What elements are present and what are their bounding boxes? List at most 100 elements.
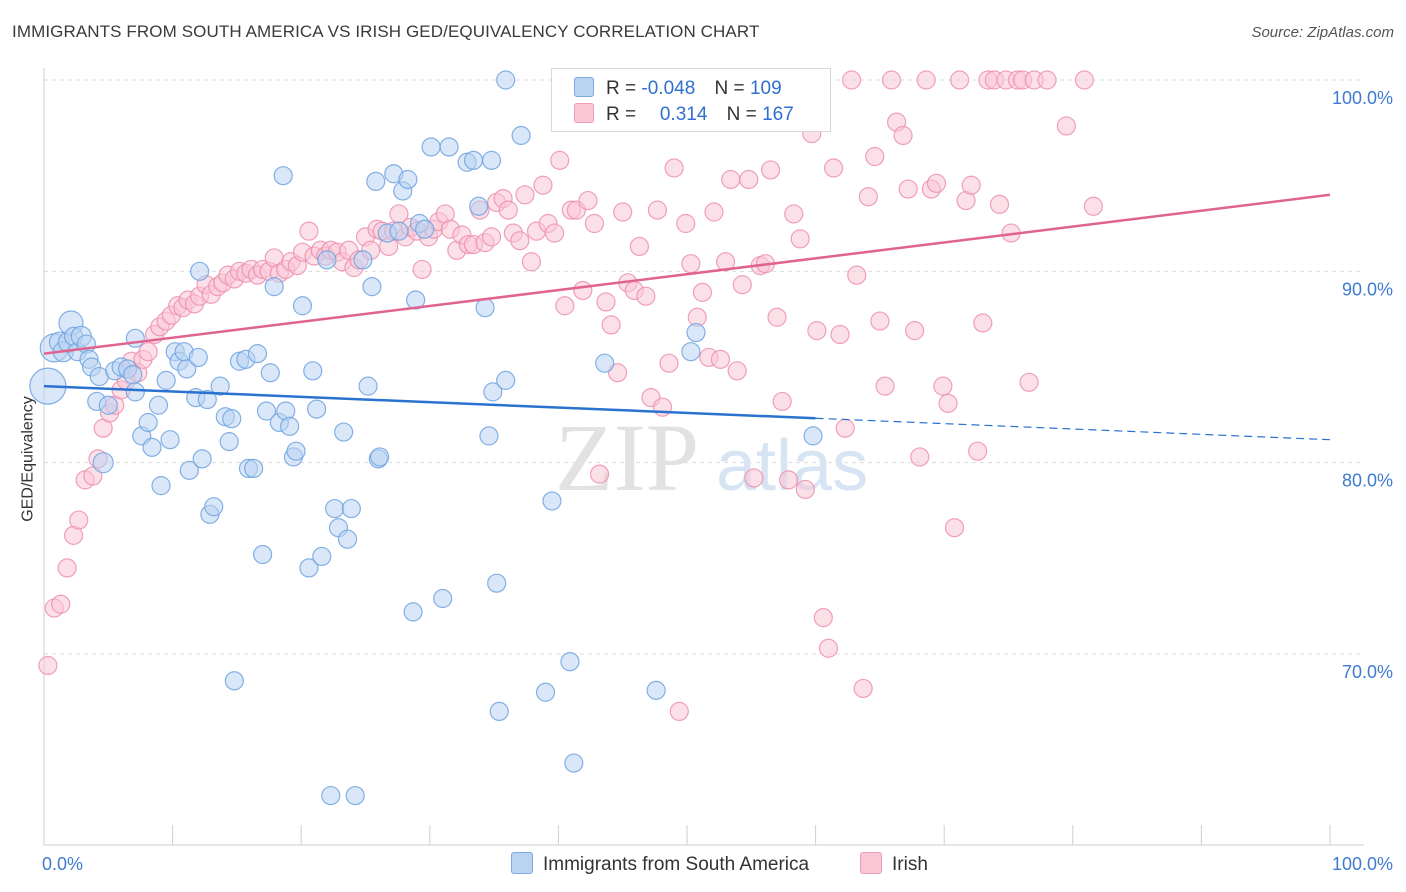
data-point xyxy=(244,458,264,479)
data-point xyxy=(550,150,570,170)
data-point xyxy=(125,382,145,402)
data-point xyxy=(253,544,273,565)
data-point xyxy=(681,254,701,274)
data-point xyxy=(439,137,459,157)
legend-swatch-south-america xyxy=(574,77,594,97)
axes xyxy=(43,68,1364,846)
data-point xyxy=(813,608,833,628)
data-point xyxy=(433,588,453,609)
data-point xyxy=(542,491,562,511)
data-point xyxy=(803,426,823,446)
data-point xyxy=(898,179,918,199)
bottom-legend-label: Irish xyxy=(892,854,928,875)
source-credit: Source: ZipAtlas.com xyxy=(1251,24,1394,41)
data-point xyxy=(727,361,747,381)
data-point xyxy=(881,70,902,90)
data-point xyxy=(303,361,323,381)
data-point xyxy=(197,389,217,410)
data-point xyxy=(496,370,516,390)
data-point xyxy=(389,221,409,241)
legend-row-south-america: R = -0.048 N = 109 xyxy=(574,77,782,101)
data-point xyxy=(573,280,593,301)
y-tick-label: 90.0% xyxy=(1342,279,1393,299)
data-point xyxy=(83,466,103,486)
data-point xyxy=(926,173,947,193)
data-point xyxy=(222,409,242,429)
bottom-legend-swatch-irish xyxy=(860,852,882,874)
data-point xyxy=(659,353,679,373)
data-point xyxy=(190,261,210,281)
data-point xyxy=(853,678,873,699)
data-point xyxy=(312,546,332,567)
tick-labels: 70.0% 80.0% 90.0% 100.0% 0.0% 100.0% xyxy=(42,88,1393,874)
legend-n-value: 109 xyxy=(749,78,782,99)
data-point xyxy=(151,476,171,496)
data-point xyxy=(192,449,212,469)
data-point xyxy=(652,397,673,417)
data-point xyxy=(362,277,382,297)
data-point xyxy=(483,382,503,402)
data-point xyxy=(704,202,724,222)
data-point xyxy=(177,359,197,379)
data-point xyxy=(692,282,713,302)
data-point xyxy=(69,510,89,530)
data-point xyxy=(905,321,925,341)
data-point xyxy=(325,498,345,519)
data-point xyxy=(496,70,516,90)
data-point xyxy=(521,252,541,272)
data-point xyxy=(1019,372,1039,392)
data-point xyxy=(795,479,815,500)
data-point xyxy=(629,236,650,257)
data-point xyxy=(870,311,890,331)
data-point xyxy=(412,259,432,280)
data-point xyxy=(469,196,489,216)
regression-lines xyxy=(43,193,1331,441)
data-point xyxy=(533,175,553,195)
stats-legend: R = -0.048 N = 109 R = 0.314 N = 167 xyxy=(551,68,831,132)
data-point xyxy=(601,315,621,335)
data-point xyxy=(334,422,354,442)
series-south-america xyxy=(29,70,823,806)
data-point xyxy=(489,701,509,722)
data-point xyxy=(1074,70,1094,90)
data-point xyxy=(358,376,378,396)
data-point xyxy=(858,187,878,207)
data-point xyxy=(481,227,502,247)
y-tick-label: 80.0% xyxy=(1342,471,1393,491)
data-point xyxy=(286,441,306,461)
data-point xyxy=(910,447,930,467)
bottom-legend-swatch-south-america xyxy=(511,852,533,874)
data-point xyxy=(732,275,752,295)
data-point xyxy=(123,365,143,385)
data-point xyxy=(138,342,158,362)
legend-r-label: R = xyxy=(606,78,637,99)
data-point xyxy=(535,682,556,702)
legend-n-label: N = xyxy=(714,78,745,99)
bottom-legend-label: Immigrants from South America xyxy=(543,854,810,875)
data-point xyxy=(481,150,502,170)
data-point xyxy=(142,437,162,457)
series-irish xyxy=(38,70,1103,722)
data-point xyxy=(721,169,741,190)
y-tick-label: 100.0% xyxy=(1332,88,1393,108)
data-point xyxy=(125,328,145,348)
data-point xyxy=(156,370,176,390)
data-point xyxy=(760,160,781,180)
data-point xyxy=(944,518,965,538)
data-point xyxy=(595,353,615,373)
data-point xyxy=(273,166,293,186)
bottom-legend-irish: Irish xyxy=(860,852,928,876)
legend-r-value: 0.314 xyxy=(659,104,708,125)
data-point xyxy=(555,296,575,316)
data-point xyxy=(415,219,435,239)
data-point xyxy=(98,395,118,415)
data-point xyxy=(515,185,535,205)
regression-line-irish xyxy=(43,193,1331,355)
legend-r-label: R = xyxy=(606,104,637,125)
data-point xyxy=(824,158,844,178)
data-point xyxy=(973,313,993,333)
data-point xyxy=(744,468,764,488)
data-point xyxy=(767,307,787,327)
data-point xyxy=(148,395,169,415)
